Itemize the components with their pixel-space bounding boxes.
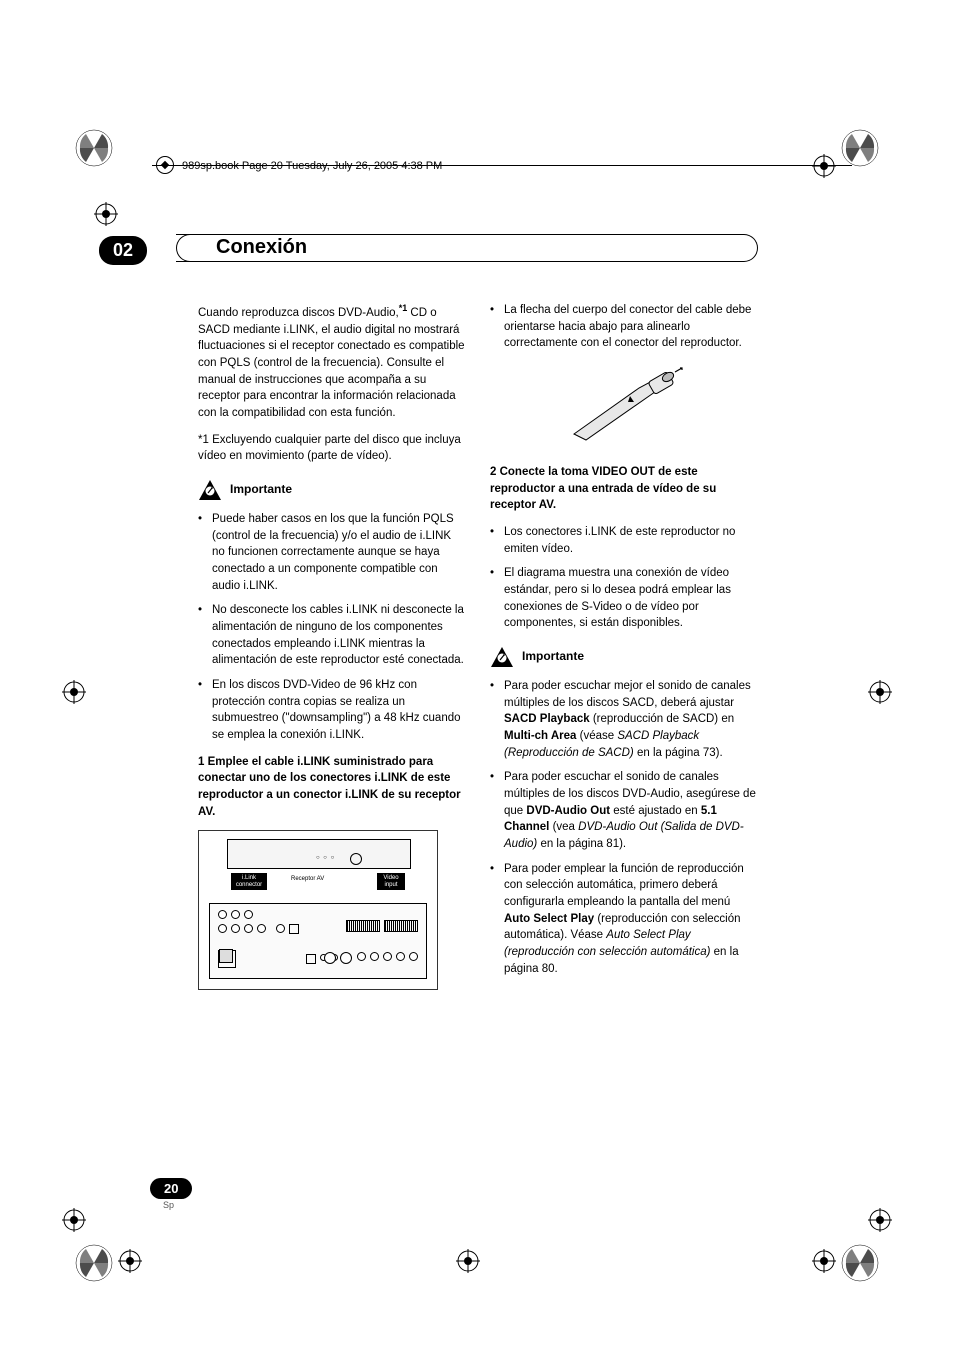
text: (véase [576, 730, 617, 742]
intro-paragraph: Cuando reproduzca discos DVD-Audio,*1 CD… [198, 302, 466, 422]
list-item: Para poder escuchar el sonido de canales… [490, 769, 758, 852]
chapter-title: Conexión [216, 236, 307, 259]
text-bold: Auto Select Play [504, 913, 594, 925]
list-item: El diagrama muestra una conexión de víde… [490, 565, 758, 632]
text-bold: Multi-ch Area [504, 730, 576, 742]
registration-mark-icon [868, 680, 892, 704]
page-language: Sp [163, 1200, 174, 1210]
important-row: Importante [490, 646, 758, 668]
list-item: Para poder escuchar mejor el sonido de c… [490, 678, 758, 761]
chapter-number-badge: 02 [99, 236, 147, 265]
header-file-info: 989sp.book Page 20 Tuesday, July 26, 200… [182, 160, 442, 172]
connection-diagram: ○ ○ ○ Receptor AV i.Link connector Video… [198, 830, 438, 990]
intro-text-1: Cuando reproduzca discos DVD-Audio, [198, 307, 399, 319]
intro-text-2: CD o SACD mediante i.LINK, el audio digi… [198, 307, 465, 419]
list-item: Puede haber casos en los que la función … [198, 511, 466, 594]
page-number-badge: 20 [150, 1178, 192, 1199]
footnote-text: *1 Excluyendo cualquier parte del disco … [198, 432, 466, 465]
receiver-box: ○ ○ ○ [227, 839, 411, 869]
important-label: Importante [230, 481, 292, 498]
registration-mark-icon [62, 680, 86, 704]
text: esté ajustado en [610, 805, 701, 817]
cable-connector-diagram [554, 366, 694, 446]
chapter-bracket [176, 234, 204, 262]
text: en la página 81). [537, 838, 626, 850]
list-item: Los conectores i.LINK de este reproducto… [490, 524, 758, 557]
ilink-arrow-icon [219, 949, 233, 963]
text-bold: DVD-Audio Out [526, 805, 610, 817]
list-item: La flecha del cuerpo del conector del ca… [490, 302, 758, 352]
step-1-heading: 1 Emplee el cable i.LINK suministrado pa… [198, 754, 466, 821]
ilink-connector-label: i.Link connector [231, 873, 267, 890]
text: (reproducción de SACD) en [590, 713, 734, 725]
receiver-knob [350, 853, 362, 865]
corner-fan-icon [74, 128, 114, 168]
corner-fan-icon [840, 128, 880, 168]
back-panel [209, 903, 427, 979]
text: en la página 73). [634, 747, 723, 759]
list-item: No desconecte los cables i.LINK ni desco… [198, 602, 466, 669]
text: (vea [549, 821, 578, 833]
list-item: En los discos DVD-Video de 96 kHz con pr… [198, 677, 466, 744]
text: Para poder emplear la función de reprodu… [504, 863, 744, 908]
registration-mark-icon [812, 154, 836, 178]
corner-fan-icon [840, 1243, 880, 1283]
text-bold: SACD Playback [504, 713, 590, 725]
registration-mark-icon [118, 1249, 142, 1273]
video-input-label: Video input [377, 873, 405, 890]
text: Para poder escuchar mejor el sonido de c… [504, 680, 751, 709]
important-bullet-list-2: Para poder escuchar mejor el sonido de c… [490, 678, 758, 977]
registration-mark-icon [456, 1249, 480, 1273]
list-item: Para poder emplear la función de reprodu… [490, 861, 758, 978]
intro-superscript: *1 [399, 303, 408, 313]
registration-mark-icon [812, 1249, 836, 1273]
book-icon [156, 156, 174, 174]
important-bullet-list: Puede haber casos en los que la función … [198, 511, 466, 744]
receiver-dots: ○ ○ ○ [316, 854, 335, 863]
left-column: Cuando reproduzca discos DVD-Audio,*1 CD… [198, 302, 466, 1000]
registration-mark-icon [62, 1208, 86, 1232]
important-row: Importante [198, 479, 466, 501]
step-2-heading: 2 Conecte la toma VIDEO OUT de este repr… [490, 464, 758, 514]
warning-icon [490, 646, 514, 668]
receiver-label: Receptor AV [291, 875, 324, 884]
warning-icon [198, 479, 222, 501]
top-bullet-list: La flecha del cuerpo del conector del ca… [490, 302, 758, 352]
step-2-bullet-list: Los conectores i.LINK de este reproducto… [490, 524, 758, 632]
corner-fan-icon [74, 1243, 114, 1283]
registration-mark-icon [94, 202, 118, 226]
registration-mark-icon [868, 1208, 892, 1232]
content-columns: Cuando reproduzca discos DVD-Audio,*1 CD… [198, 302, 758, 1000]
right-column: La flecha del cuerpo del conector del ca… [490, 302, 758, 1000]
important-label: Importante [522, 648, 584, 665]
